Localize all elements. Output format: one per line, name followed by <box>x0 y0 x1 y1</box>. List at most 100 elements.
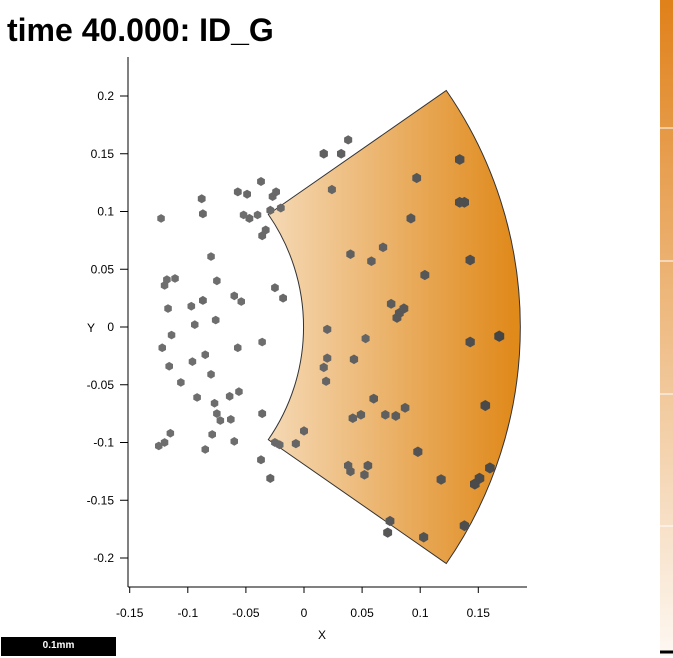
particle-point <box>187 301 196 311</box>
particle-point <box>213 409 221 418</box>
x-tick-label: -0.05 <box>232 606 260 620</box>
particle-point <box>400 402 410 413</box>
particle-point <box>199 209 207 219</box>
particle-point <box>239 210 248 220</box>
domain-sector <box>267 89 521 565</box>
particle-point <box>193 393 201 402</box>
particle-point <box>235 387 243 396</box>
particle-point <box>465 336 475 348</box>
particle-point <box>225 391 234 401</box>
particle-point <box>300 426 308 436</box>
particle-point <box>356 410 366 420</box>
page-title: time 40.000: ID_G <box>7 12 274 48</box>
particle-point <box>261 225 270 235</box>
particle-point <box>276 203 285 213</box>
particle-point <box>412 172 422 184</box>
particle-point <box>207 370 215 379</box>
particle-point <box>197 194 206 204</box>
particle-point <box>392 312 402 323</box>
particle-point <box>385 515 395 527</box>
y-tick-label: 0.2 <box>97 89 114 103</box>
particle-point <box>257 455 265 465</box>
particle-point <box>349 354 359 365</box>
x-tick-label: 0.05 <box>350 606 374 620</box>
particle-point <box>171 274 179 283</box>
particle-point <box>323 324 332 334</box>
particle-point <box>243 189 251 199</box>
particle-point <box>213 276 221 286</box>
particle-point <box>230 291 238 301</box>
particle-point <box>386 298 396 309</box>
particle-point <box>319 362 328 373</box>
particle-point <box>258 337 266 347</box>
particle-point <box>322 376 331 386</box>
particle-point <box>164 304 172 313</box>
axes <box>127 57 527 588</box>
particle-point <box>420 269 430 281</box>
particle-point <box>266 473 275 483</box>
particle-point <box>234 343 242 353</box>
particle-point <box>245 213 254 223</box>
color-legend-bar <box>660 0 673 656</box>
y-tick-label: -0.15 <box>87 493 115 507</box>
particle-point <box>291 439 300 449</box>
particle-point <box>344 135 353 145</box>
colorbar-fill <box>660 0 673 656</box>
particle-point <box>406 213 416 224</box>
x-tick-label: 0.1 <box>412 606 429 620</box>
y-tick-label: 0.15 <box>91 147 115 161</box>
particle-point <box>436 474 446 485</box>
particle-point <box>201 350 209 360</box>
particle-point <box>275 440 284 450</box>
particle-point <box>367 256 376 266</box>
y-tick-label: 0.05 <box>91 262 115 276</box>
particle-point <box>271 283 279 293</box>
particle-point <box>167 330 176 340</box>
scale-bar: 0.1mm <box>1 637 116 656</box>
particle-point <box>208 430 216 439</box>
particle-point <box>346 249 355 259</box>
y-tick-label: -0.05 <box>87 378 115 392</box>
y-tick-label: 0 <box>107 320 114 334</box>
particle-point <box>230 437 238 446</box>
particle-point <box>160 281 169 290</box>
particle-point <box>158 343 166 353</box>
particle-point <box>369 393 378 404</box>
particles-layer <box>155 135 505 543</box>
particle-point <box>485 462 495 474</box>
particle-point <box>455 154 465 165</box>
particle-point <box>272 187 280 197</box>
x-tick-label: -0.1 <box>177 606 198 620</box>
particle-point <box>201 445 209 454</box>
y-tick-label: -0.1 <box>93 436 114 450</box>
particle-point <box>216 416 225 425</box>
particle-point <box>363 460 373 471</box>
particle-point <box>480 400 491 412</box>
particle-point <box>257 177 265 186</box>
colorbar-ticks <box>660 127 673 654</box>
particle-point <box>459 196 469 208</box>
particle-point <box>199 295 207 305</box>
particle-point <box>188 357 197 366</box>
particle-point <box>157 214 165 223</box>
particle-point <box>258 409 267 419</box>
particle-point <box>227 415 235 424</box>
particle-point <box>337 148 346 159</box>
particle-point <box>166 428 175 438</box>
particle-point <box>319 148 328 159</box>
particle-point <box>465 254 475 266</box>
particle-point <box>191 320 199 329</box>
particle-point <box>177 378 185 387</box>
particle-point <box>266 205 275 215</box>
particle-point <box>211 315 220 325</box>
particle-point <box>381 410 390 420</box>
particle-point <box>399 303 409 314</box>
x-tick-label: 0 <box>301 606 308 620</box>
particle-point <box>419 532 429 543</box>
particle-point <box>474 472 485 484</box>
particle-point <box>459 520 469 532</box>
particle-point <box>383 527 393 538</box>
particle-point <box>391 411 401 421</box>
particle-point <box>327 184 336 195</box>
